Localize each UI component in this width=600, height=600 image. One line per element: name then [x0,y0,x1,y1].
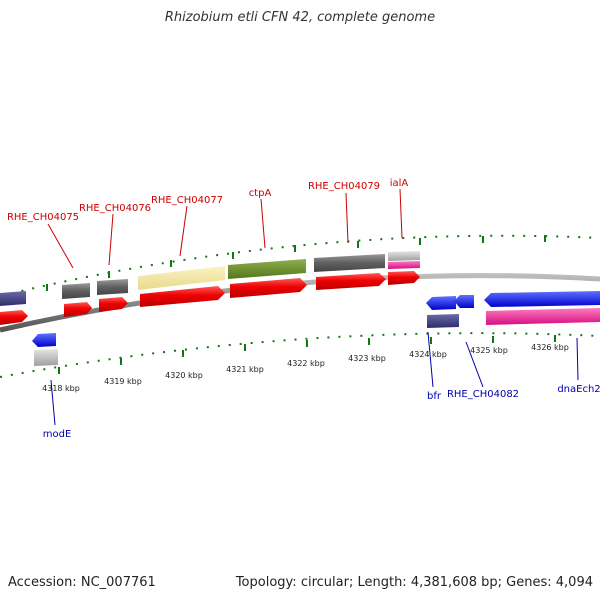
gene-label[interactable]: RHE_CH04077 [151,195,223,206]
scale-label: 4319 kbp [104,377,142,386]
gene-block[interactable] [97,279,128,295]
cds-arrow[interactable] [316,273,386,290]
cds-arrow[interactable] [64,302,92,317]
leader-line [345,192,349,244]
scale-label: 4323 kbp [348,354,386,363]
scale-label: 4326 kbp [531,343,569,352]
leader-line [465,341,484,388]
gene-block[interactable] [427,314,459,328]
genes-label: Genes: [506,575,552,590]
topology-value: circular [300,575,349,590]
leader-line [47,223,74,269]
accession-line: Accession: NC_007761 [8,575,156,590]
cds-arrow[interactable] [230,278,307,298]
length-label: Length: [357,575,407,590]
gene-label[interactable]: bfr [427,391,442,402]
gene-block[interactable] [62,283,90,299]
scale-label: 4324 kbp [409,350,447,359]
gene-label[interactable]: modE [43,429,72,440]
gene-block[interactable] [34,349,58,366]
gene-label[interactable]: RHE_CH04082 [447,389,519,400]
leader-line [427,331,434,388]
leader-line [576,337,579,381]
genes-value: 4,094 [555,575,593,590]
reverse-major-ticks [58,335,556,374]
gene-label[interactable]: RHE_CH04075 [7,212,79,223]
gene-block[interactable] [228,259,306,279]
leader-line [108,213,114,266]
page-title: Rhizobium etli CFN 42, complete genome [164,10,436,25]
length-value: 4,381,608 bp [410,575,498,590]
scale-label: 4321 kbp [226,365,264,374]
forward-outer-genes [0,251,420,306]
cds-arrow[interactable] [140,286,225,307]
cds-arrow[interactable] [388,271,420,285]
gene-block[interactable] [138,266,225,290]
accession-value: NC_007761 [80,575,156,590]
cds-arrow[interactable] [484,291,600,307]
gene-label[interactable]: ialA [390,178,409,189]
reverse-gene-labels: modE bfr RHE_CH04082 dnaEch2 [43,331,600,440]
leader-line [260,198,266,249]
genome-stats: Topology: circular; Length: 4,381,608 bp… [235,575,593,590]
leader-line [399,188,403,239]
gene-label[interactable]: RHE_CH04079 [308,181,380,192]
reverse-tick-dots [0,332,600,378]
scale-label: 4320 kbp [165,371,203,380]
scale-label: 4325 kbp [470,346,508,355]
accession-label: Accession: [8,575,77,590]
forward-major-ticks [46,235,546,291]
topology-label: Topology: [235,575,297,590]
leader-line [50,379,56,426]
scale-label: 4322 kbp [287,359,325,368]
cds-arrow[interactable] [99,297,128,312]
cds-arrow[interactable] [426,296,456,310]
scale-labels: 4318 kbp 4319 kbp 4320 kbp 4321 kbp 4322… [42,343,569,393]
forward-tick-ring [0,234,600,297]
gene-label[interactable]: RHE_CH04076 [79,203,151,214]
gene-label[interactable]: ctpA [249,188,272,199]
gene-block[interactable] [314,254,385,272]
reverse-tick-ring [0,332,600,378]
gene-block[interactable] [486,308,600,325]
gene-block[interactable] [0,291,26,306]
leader-line [179,205,188,257]
scale-label: 4318 kbp [42,384,80,393]
forward-gene-labels: RHE_CH04075 RHE_CH04076 RHE_CH04077 ctpA… [7,178,409,269]
gene-label[interactable]: dnaEch2 [557,384,600,395]
cds-arrow[interactable] [32,333,56,347]
forward-cds-arrows [0,271,420,325]
reverse-features [32,291,600,366]
gene-block[interactable] [388,251,420,261]
cds-arrow[interactable] [0,310,28,325]
cds-arrow[interactable] [454,295,474,308]
gene-block[interactable] [388,261,420,269]
